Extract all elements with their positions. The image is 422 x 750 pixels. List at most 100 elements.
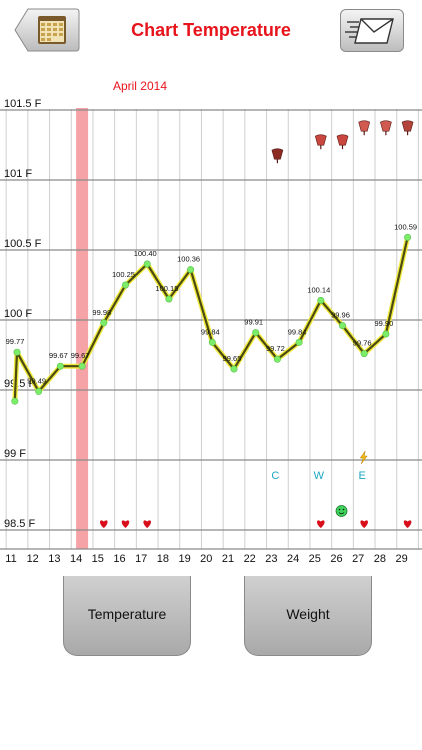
data-label: 100.40 <box>134 249 157 258</box>
data-point[interactable] <box>100 319 108 327</box>
x-tick-label: 19 <box>178 553 190 565</box>
y-tick-label: 101 F <box>4 168 32 180</box>
data-point[interactable] <box>230 365 238 373</box>
data-point[interactable] <box>143 260 151 268</box>
tab-weight-label: Weight <box>286 606 330 622</box>
letter-marker: C <box>271 470 279 482</box>
x-tick-label: 14 <box>70 553 82 565</box>
data-label: 99.72 <box>266 344 285 353</box>
series-line <box>13 237 409 402</box>
data-point[interactable] <box>338 322 346 330</box>
heart-icon <box>403 520 412 528</box>
data-label: 100.25 <box>112 270 135 279</box>
x-tick-label: 29 <box>395 553 407 565</box>
data-label: 99.90 <box>375 319 394 328</box>
data-point[interactable] <box>295 338 303 346</box>
y-tick-label: 100.5 F <box>4 238 42 250</box>
heart-icon <box>317 520 325 528</box>
data-label: 99.67 <box>49 351 68 360</box>
x-tick-label: 24 <box>287 553 299 565</box>
x-tick-label: 22 <box>244 553 256 565</box>
tab-weight[interactable]: Weight <box>244 576 372 656</box>
bell-marker-icon <box>401 120 414 132</box>
smiley-mouth <box>338 512 345 515</box>
data-point[interactable] <box>56 362 64 370</box>
data-point[interactable] <box>252 329 260 337</box>
data-point[interactable] <box>317 296 325 304</box>
data-label: 99.84 <box>201 327 220 336</box>
x-tick-label: 25 <box>309 553 321 565</box>
heart-icon <box>100 520 108 528</box>
page-title: Chart Temperature <box>131 20 291 40</box>
tab-temperature-label: Temperature <box>87 606 167 622</box>
x-tick-label: 23 <box>265 553 277 565</box>
bell-marker-icon <box>380 120 392 132</box>
header-bar: Chart Temperature <box>0 0 422 62</box>
vertical-grid <box>5 109 419 549</box>
calendar-icon <box>38 16 66 44</box>
data-label: 99.84 <box>288 327 307 336</box>
data-label: 100.15 <box>155 284 178 293</box>
x-tick-label: 12 <box>27 553 39 565</box>
data-point[interactable] <box>122 281 130 289</box>
data-label: 99.67 <box>71 351 90 360</box>
letter-marker: W <box>314 470 325 482</box>
bell-marker-icon <box>358 120 371 132</box>
letter-marker: E <box>359 470 366 482</box>
data-label: 99.76 <box>353 339 372 348</box>
data-label: 99.98 <box>92 308 111 317</box>
bell-marker-icon <box>271 148 284 160</box>
y-tick-label: 99.5 F <box>4 378 35 390</box>
data-point[interactable] <box>13 348 21 356</box>
y-axis-labels: 101.5 F 101 F 100.5 F 100 F 99.5 F 99 F 98.5 F <box>4 98 42 530</box>
heart-icon <box>121 520 130 528</box>
data-point[interactable] <box>35 387 43 395</box>
x-tick-label: 20 <box>200 553 212 565</box>
y-tick-label: 98.5 F <box>4 518 35 530</box>
y-tick-label: 99 F <box>4 448 26 460</box>
envelope-icon <box>345 18 394 44</box>
horizontal-grid <box>0 109 422 550</box>
data-label: 99.65 <box>223 354 242 363</box>
x-tick-label: 21 <box>222 553 234 565</box>
data-point[interactable] <box>208 338 216 346</box>
data-point[interactable] <box>360 350 368 358</box>
data-point[interactable] <box>273 355 281 363</box>
chart-title: April 2014 <box>113 79 167 93</box>
data-point[interactable] <box>404 233 412 241</box>
back-calendar-button[interactable] <box>14 8 80 52</box>
data-label: 99.96 <box>331 311 350 320</box>
y-tick-label: 101.5 F <box>4 98 42 110</box>
tab-temperature[interactable]: Temperature <box>63 576 191 656</box>
data-points <box>11 233 412 405</box>
y-tick-label: 100 F <box>4 308 32 320</box>
data-point[interactable] <box>165 295 173 303</box>
x-axis-labels: 11 12 13 14 15 16 17 18 19 20 21 22 23 24 25 26 27 28 29 <box>5 553 407 565</box>
data-point[interactable] <box>78 362 86 370</box>
x-tick-label: 27 <box>352 553 364 565</box>
heart-icon <box>143 520 151 528</box>
lightning-icon <box>359 450 368 465</box>
data-point[interactable] <box>382 330 390 338</box>
data-point[interactable] <box>11 397 19 405</box>
heart-icon <box>360 520 368 528</box>
data-label: 100.14 <box>307 285 330 294</box>
smiley-eye <box>342 508 345 511</box>
data-label: 100.59 <box>394 222 417 231</box>
x-tick-label: 11 <box>5 553 16 565</box>
x-tick-label: 26 <box>330 553 342 565</box>
temperature-series <box>12 236 411 402</box>
temperature-chart: April 2014 101.5 F 101 F 100.5 F 100 F 99.5 … <box>0 62 422 570</box>
data-label: 100.36 <box>177 255 200 264</box>
email-button[interactable] <box>340 9 404 52</box>
bell-marker-icon <box>314 134 327 146</box>
data-label: 99.77 <box>6 337 25 346</box>
x-tick-label: 17 <box>135 553 147 565</box>
data-labels: 99.77 99.49 99.67 99.67 99.98 100.25 100.40 100… <box>6 222 417 385</box>
bell-marker-icon <box>336 134 349 146</box>
x-tick-label: 16 <box>113 553 125 565</box>
smiley-eye <box>338 508 341 511</box>
smiley-icon <box>335 505 348 517</box>
data-point[interactable] <box>187 266 195 274</box>
x-tick-label: 18 <box>157 553 169 565</box>
